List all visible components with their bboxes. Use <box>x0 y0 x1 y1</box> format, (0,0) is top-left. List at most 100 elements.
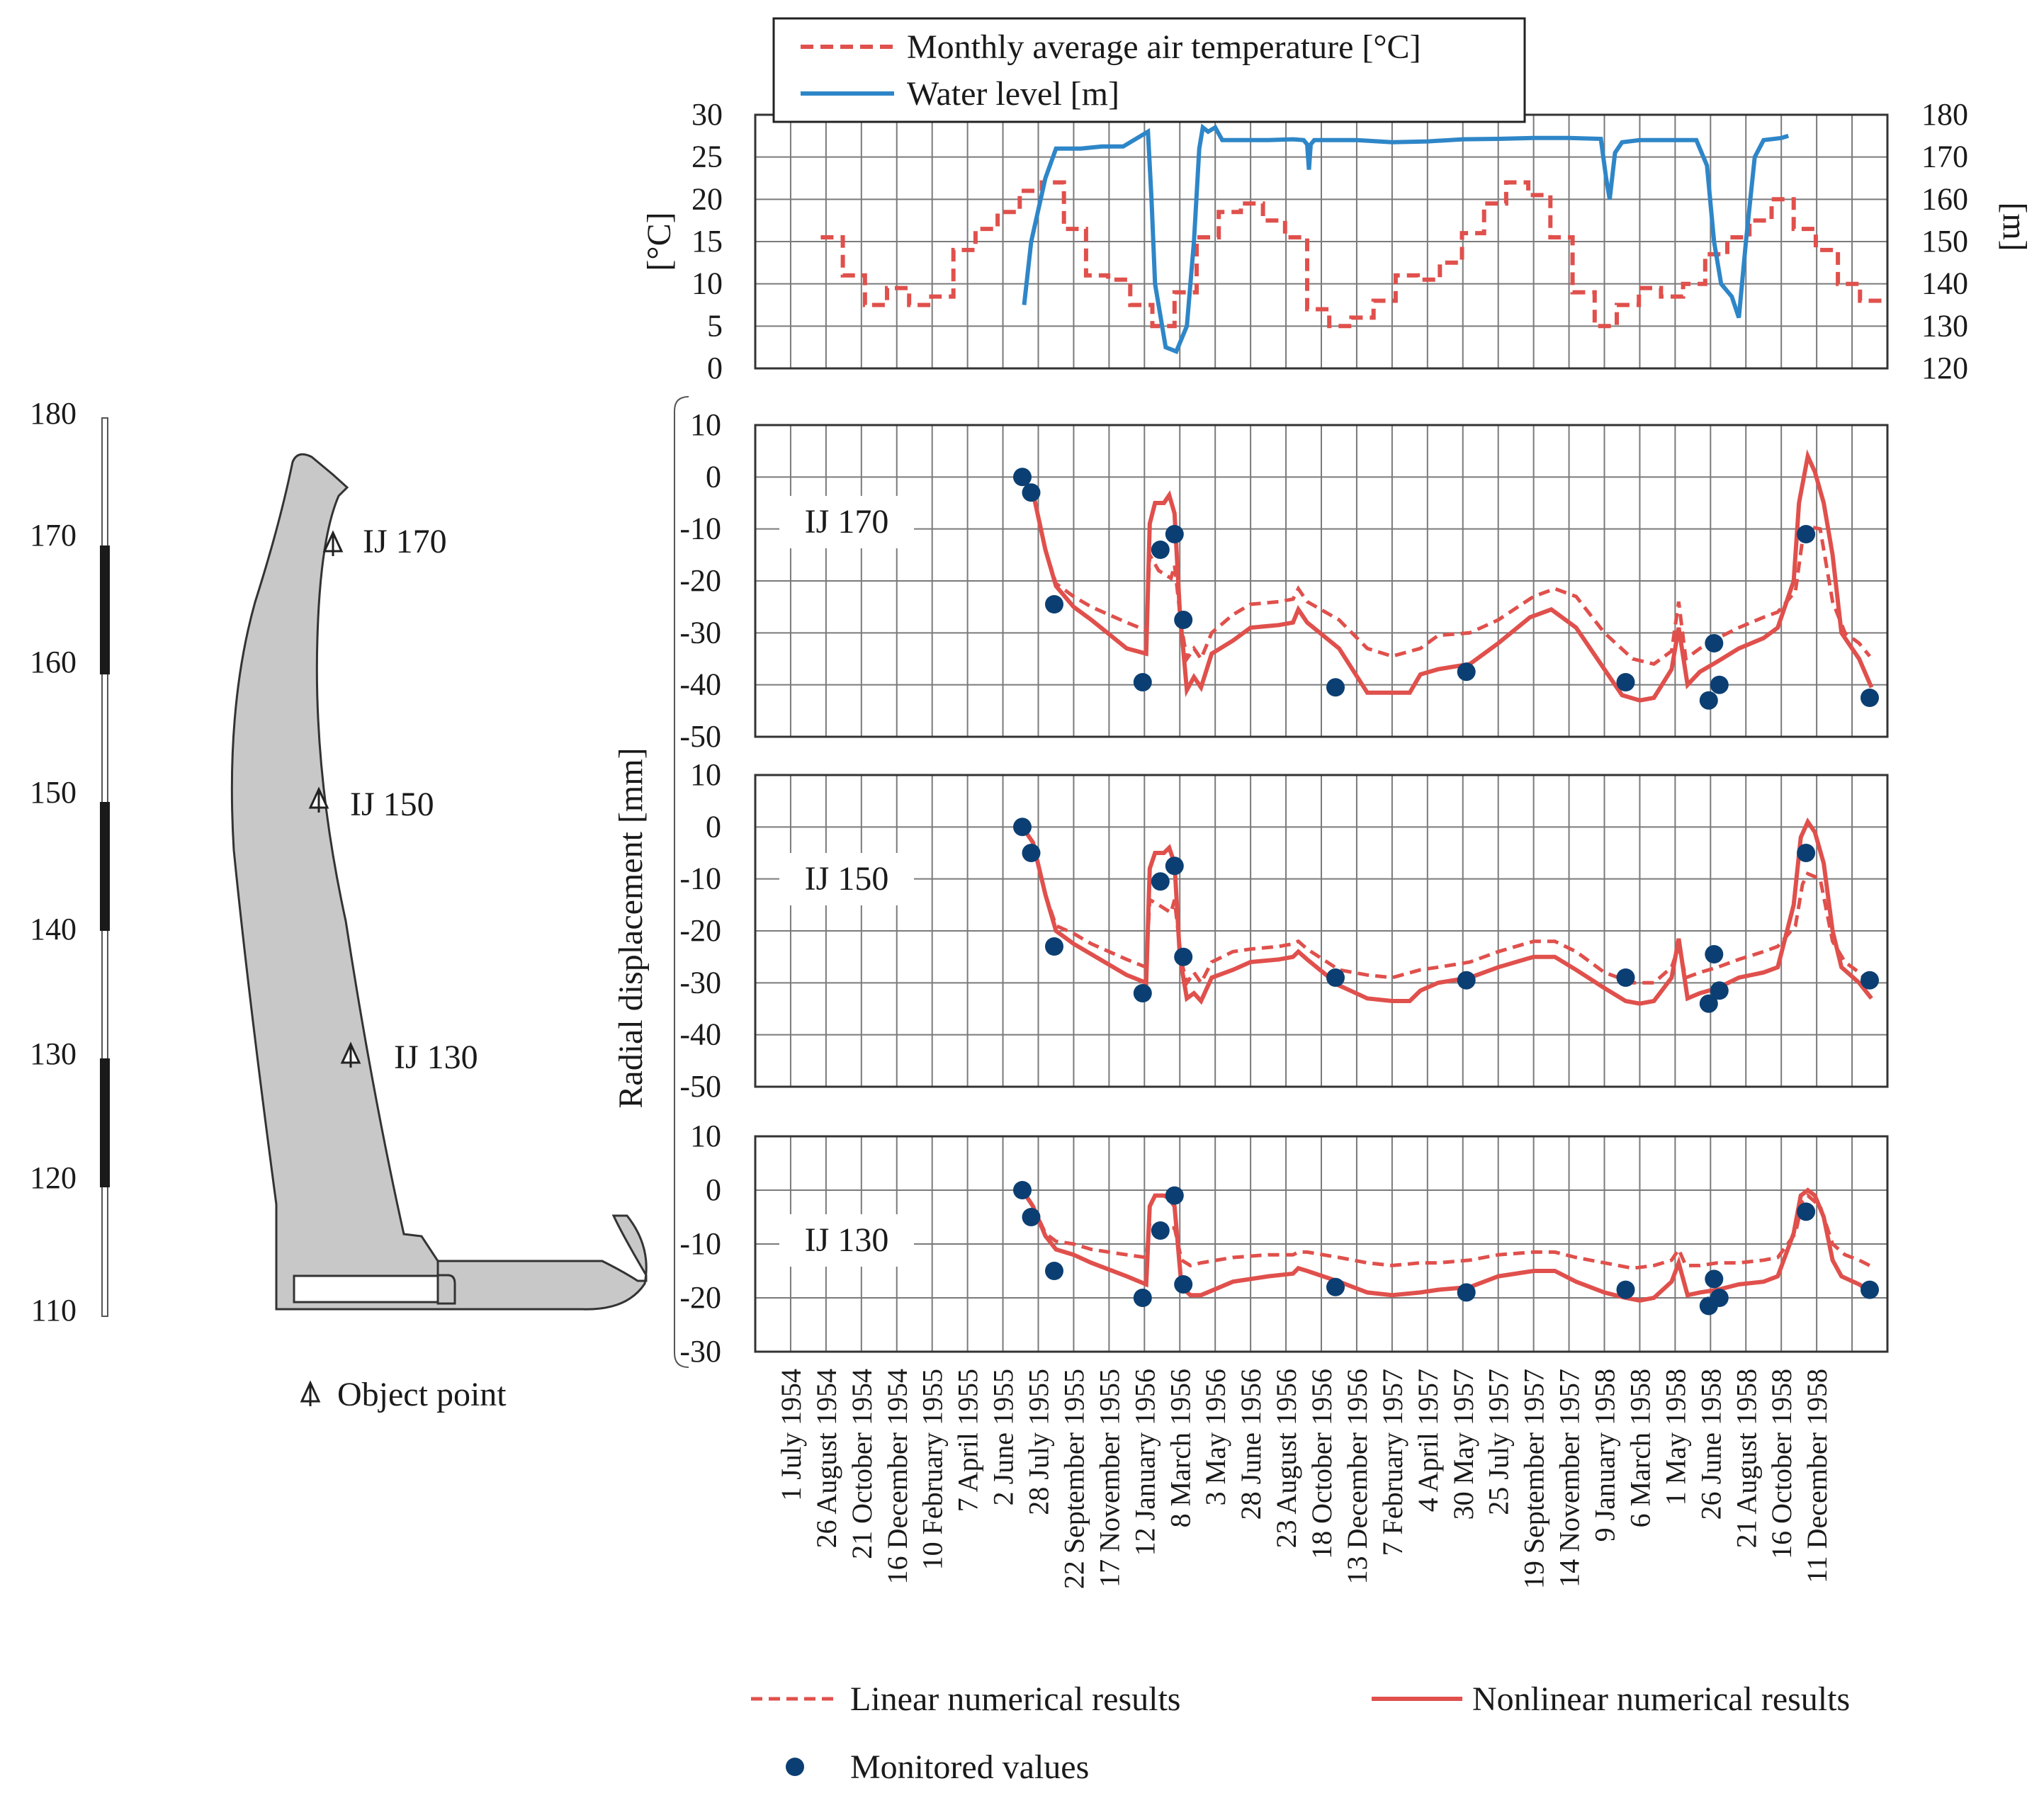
monitored-point <box>1174 947 1193 966</box>
date-tick-label: 11 December 1958 <box>1801 1369 1833 1583</box>
monitored-point <box>1705 634 1724 652</box>
monitored-point <box>1326 1277 1345 1296</box>
date-tick-label: 12 January 1956 <box>1129 1369 1161 1556</box>
climate-legend-box <box>772 17 1526 123</box>
object-point-label: IJ 130 <box>394 1039 478 1076</box>
displacement-tick: 0 <box>706 1172 721 1207</box>
date-tick-label: 25 July 1957 <box>1483 1369 1515 1515</box>
panel-label-box <box>779 496 914 548</box>
monitored-point <box>1797 844 1816 862</box>
monitored-point <box>1861 971 1879 990</box>
monitored-point <box>1699 691 1718 710</box>
date-tick-label: 14 November 1957 <box>1554 1369 1586 1588</box>
panel-label-box <box>779 853 914 905</box>
elevation-tick: 160 <box>30 645 77 679</box>
monitored-point <box>1151 1221 1170 1240</box>
monitored-point <box>1616 968 1635 987</box>
water-level-tick: 120 <box>1921 351 1968 385</box>
panels-bracket <box>674 396 689 1368</box>
linear-results-line <box>1020 825 1871 988</box>
date-tick-label: 16 December 1954 <box>881 1369 913 1584</box>
elevation-tick: 130 <box>30 1036 77 1071</box>
monitored-point <box>1616 1280 1635 1299</box>
temperature-tick: 10 <box>691 266 723 301</box>
temperature-tick: 0 <box>707 351 723 385</box>
displacement-tick: -40 <box>679 667 721 702</box>
displacement-tick: 10 <box>690 407 721 442</box>
monitored-point <box>1616 673 1635 691</box>
date-tick-label: 26 June 1958 <box>1695 1369 1727 1520</box>
date-tick-label: 23 August 1956 <box>1270 1369 1302 1548</box>
date-tick-label: 21 August 1958 <box>1730 1369 1762 1548</box>
water-level-tick: 150 <box>1921 224 1968 259</box>
displacement-tick: 10 <box>690 757 721 792</box>
panel-frame <box>754 1135 1889 1353</box>
monitored-point <box>1457 1283 1476 1302</box>
monitored-point <box>1861 1280 1879 1299</box>
date-tick-label: 28 July 1955 <box>1023 1369 1055 1515</box>
monitored-point <box>1022 844 1041 862</box>
panel-frame <box>754 424 1889 738</box>
elevation-tick: 140 <box>30 912 77 946</box>
date-tick-label: 18 October 1956 <box>1306 1369 1338 1559</box>
date-tick-label: 26 August 1954 <box>811 1369 842 1548</box>
date-tick-label: 6 March 1958 <box>1624 1369 1656 1527</box>
monitored-point <box>1705 945 1724 963</box>
object-point-ij170: IJ 170 <box>322 523 447 560</box>
temperature-tick: 5 <box>707 308 723 343</box>
nonlinear-results-line <box>1020 1187 1873 1303</box>
water-level-axis-label: [m] <box>1996 202 2033 251</box>
date-tick-label: 8 March 1956 <box>1164 1369 1196 1527</box>
date-tick-label: 16 October 1958 <box>1766 1369 1797 1559</box>
displacement-tick: -20 <box>679 1280 721 1315</box>
date-tick-label: 13 December 1956 <box>1341 1369 1373 1584</box>
temperature-tick: 30 <box>691 97 723 132</box>
climate-grid <box>755 115 1887 368</box>
results-legend: Linear numerical results Nonlinear numer… <box>751 1680 1850 1786</box>
water-level-tick: 160 <box>1921 181 1968 216</box>
dam-body <box>230 453 648 1311</box>
date-tick-label: 7 April 1955 <box>952 1369 984 1512</box>
object-point-ij150: IJ 150 <box>308 786 434 823</box>
displacement-tick: -30 <box>679 615 721 650</box>
monitored-legend-swatch <box>786 1758 804 1776</box>
date-tick-label: 22 September 1955 <box>1058 1369 1090 1589</box>
date-tick-label: 10 February 1955 <box>917 1369 949 1570</box>
date-tick-label: 4 April 1957 <box>1412 1369 1444 1512</box>
date-tick-label: 21 October 1954 <box>846 1369 878 1559</box>
object-point-icon <box>322 530 344 556</box>
dam-section: 110 120 130 140 150 160 170 180 IJ 170 I… <box>30 396 648 1413</box>
displacement-tick: -20 <box>679 913 721 948</box>
temperature-tick: 15 <box>691 224 723 259</box>
panel-ij-150: -50 -40 -30 -20 -10 0 10 IJ 150 <box>679 757 1889 1104</box>
date-tick-label: 1 July 1954 <box>775 1369 807 1501</box>
date-tick-label: 7 February 1957 <box>1377 1369 1408 1556</box>
elevation-scale: 110 120 130 140 150 160 170 180 <box>30 396 110 1328</box>
temperature-tick: 25 <box>691 140 723 174</box>
displacement-tick: -50 <box>679 1069 721 1104</box>
displacement-tick: -10 <box>679 511 721 546</box>
water-level-line <box>1022 123 1790 354</box>
displacement-axis-label: Radial displacement [mm] <box>612 747 650 1108</box>
monitored-point <box>1151 872 1170 891</box>
panel-frame <box>754 774 1889 1088</box>
monitored-point <box>1165 525 1184 543</box>
monitored-point <box>1022 1208 1041 1226</box>
monitored-point <box>1013 818 1032 837</box>
nonlinear-legend-label: Nonlinear numerical results <box>1472 1680 1850 1718</box>
dam-gallery <box>293 1274 439 1304</box>
climate-legend: Monthly average air temperature [°C] Wat… <box>772 17 1526 123</box>
date-tick-label: 19 September 1957 <box>1518 1369 1550 1589</box>
dam-joint <box>436 1261 456 1305</box>
linear-legend-label: Linear numerical results <box>850 1680 1180 1718</box>
object-point-icon <box>300 1380 321 1406</box>
monitored-point <box>1165 1186 1184 1205</box>
panel-label-box <box>779 1214 914 1267</box>
monitored-point <box>1457 662 1476 682</box>
object-point-label: IJ 170 <box>363 523 447 560</box>
monitored-point <box>1861 689 1879 707</box>
water-level-tick: 170 <box>1921 140 1968 174</box>
date-tick-label: 1 May 1958 <box>1659 1369 1691 1505</box>
displacement-tick: -50 <box>679 719 721 754</box>
